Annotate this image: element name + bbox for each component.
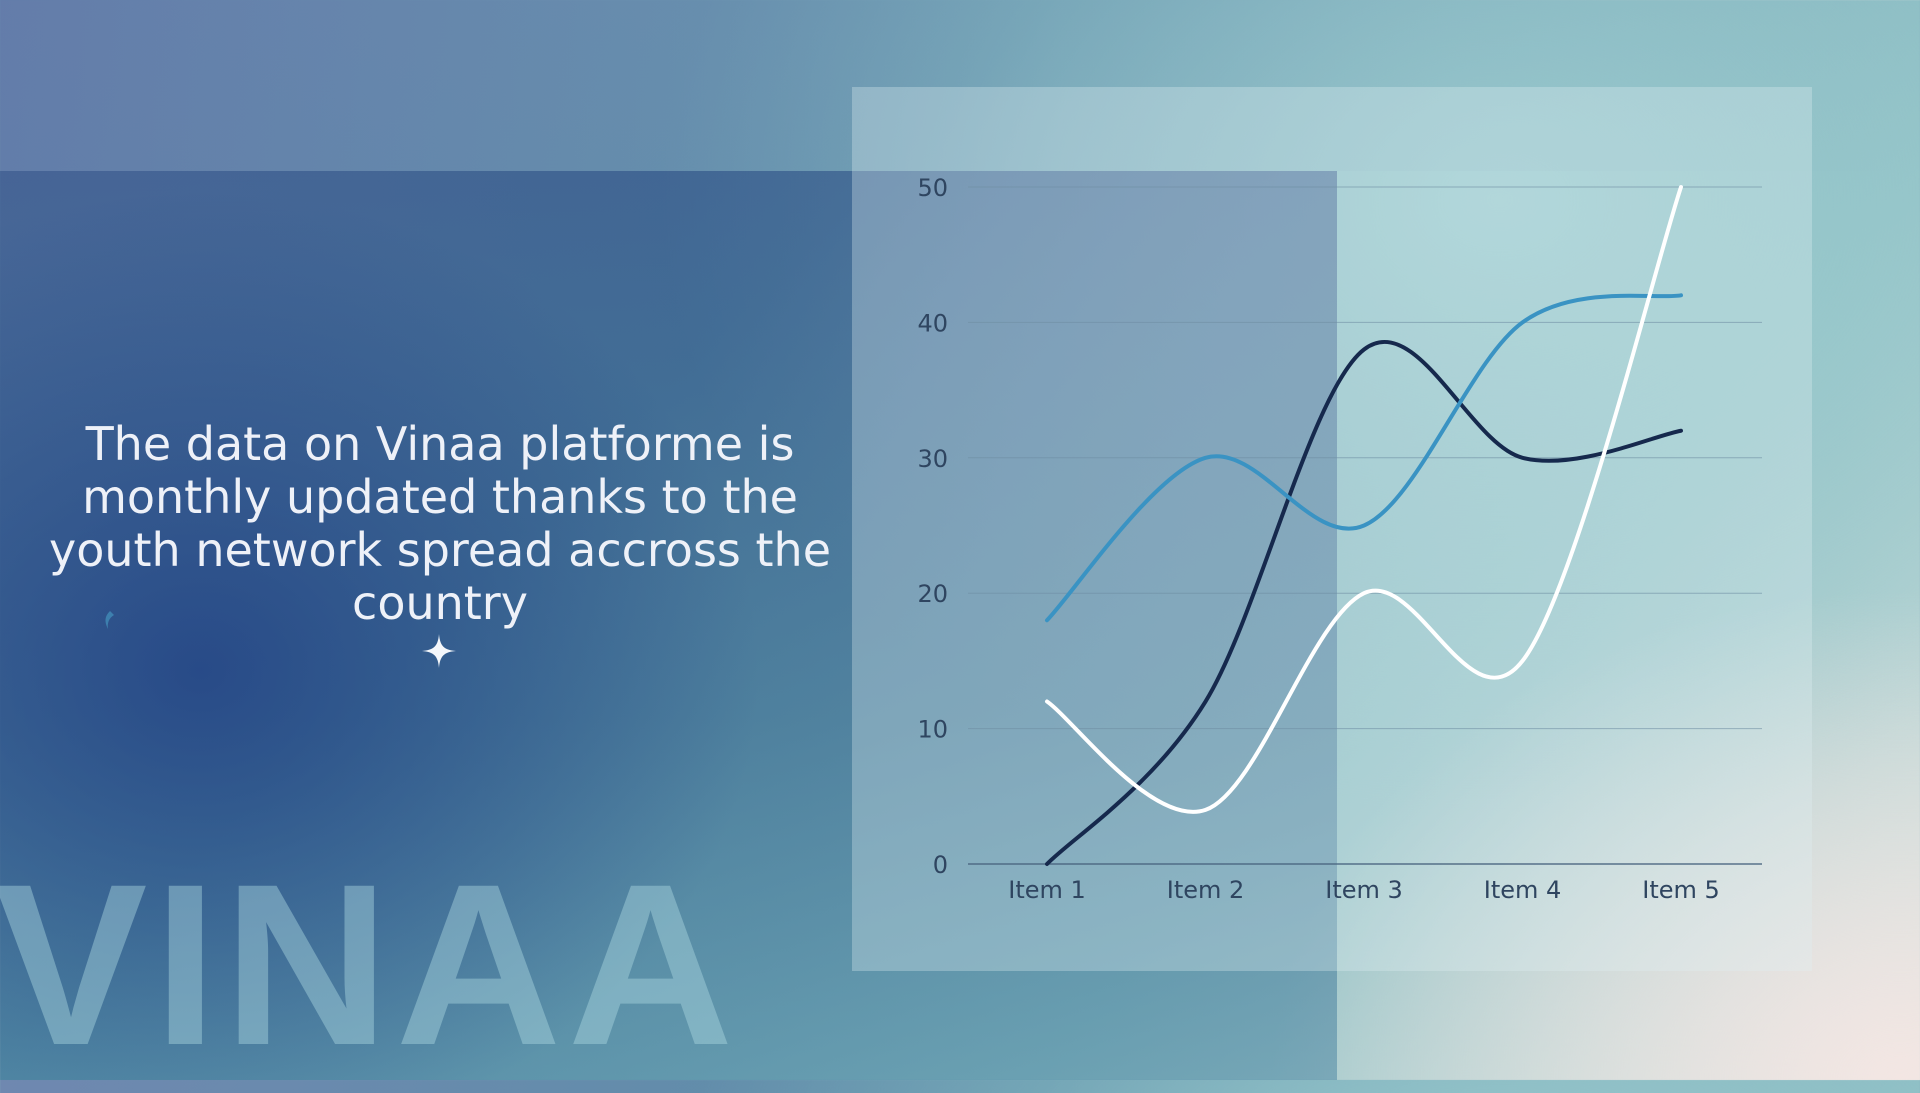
- sparkle-icon: [422, 634, 456, 668]
- feather-speck-icon: [105, 611, 114, 629]
- series-lines: [1045, 185, 1683, 866]
- y-axis-ticks: 0 10 20 30 40 50: [917, 174, 948, 879]
- series-line-3: [1045, 185, 1683, 814]
- series-line-2: [1045, 293, 1683, 623]
- y-tick-label: 10: [917, 716, 948, 744]
- x-tick-label: Item 2: [1167, 876, 1245, 904]
- y-tick-label: 0: [933, 851, 948, 879]
- y-tick-label: 40: [917, 309, 948, 337]
- x-axis-ticks: Item 1 Item 2 Item 3 Item 4 Item 5: [1008, 876, 1720, 904]
- grid-lines: [968, 186, 1762, 865]
- series-line-1: [1045, 339, 1683, 866]
- chart-panel: [852, 87, 1812, 971]
- x-tick-label: Item 1: [1008, 876, 1086, 904]
- x-tick-label: Item 5: [1642, 876, 1720, 904]
- caption-text: The data on Vinaa platforme is monthly u…: [49, 417, 831, 630]
- top-gradient-band: [0, 0, 1920, 171]
- vinaa-watermark: VINAA: [0, 836, 740, 1093]
- y-tick-label: 20: [917, 580, 948, 608]
- y-tick-label: 50: [917, 174, 948, 202]
- x-tick-label: Item 3: [1325, 876, 1403, 904]
- x-tick-label: Item 4: [1484, 876, 1562, 904]
- y-tick-label: 30: [917, 445, 948, 473]
